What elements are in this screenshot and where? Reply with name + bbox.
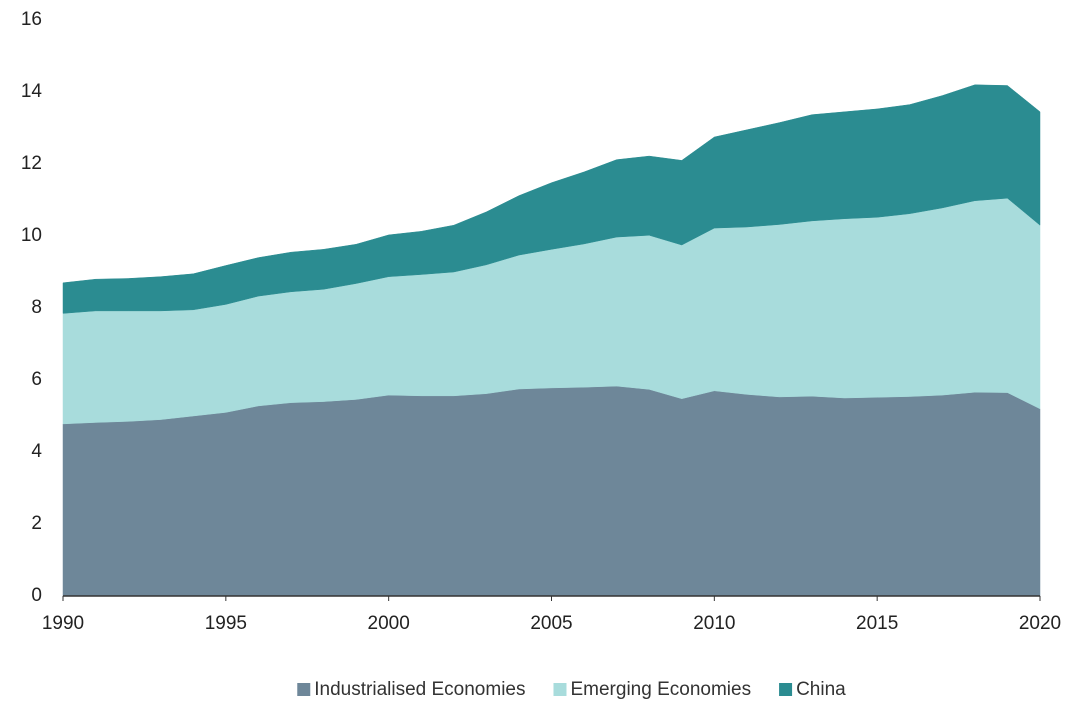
x-tick-label: 2000 bbox=[368, 613, 410, 634]
legend-label: China bbox=[796, 679, 846, 700]
y-tick-label: 0 bbox=[31, 585, 42, 606]
x-tick-label: 2020 bbox=[1019, 613, 1061, 634]
area bbox=[62, 84, 1041, 314]
y-tick-label: 16 bbox=[21, 9, 42, 30]
x-tick-label: 2015 bbox=[856, 613, 898, 634]
legend-swatch bbox=[779, 683, 793, 696]
legend-label: Emerging Economies bbox=[570, 679, 751, 700]
legend-swatch bbox=[553, 683, 567, 696]
y-tick-label: 2 bbox=[31, 513, 42, 534]
y-tick-label: 6 bbox=[31, 369, 42, 390]
y-tick-label: 12 bbox=[21, 153, 42, 174]
y-tick-label: 10 bbox=[21, 225, 42, 246]
legend-label: Industrialised Economies bbox=[314, 679, 525, 700]
x-tick-label: 2010 bbox=[693, 613, 735, 634]
y-tick-label: 14 bbox=[21, 81, 43, 102]
area bbox=[62, 385, 1041, 597]
x-tick-label: 1990 bbox=[42, 613, 84, 634]
y-tick-label: 4 bbox=[31, 441, 42, 462]
y-tick-label: 8 bbox=[31, 297, 42, 318]
x-tick-label: 2005 bbox=[530, 613, 572, 634]
x-tick-label: 1995 bbox=[205, 613, 247, 634]
legend-swatch bbox=[297, 683, 311, 696]
